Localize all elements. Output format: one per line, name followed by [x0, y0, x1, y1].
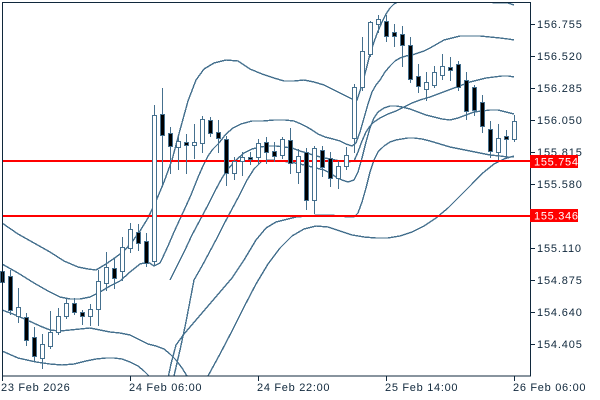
- svg-text:155.346: 155.346: [534, 211, 579, 223]
- svg-text:156.520: 156.520: [537, 51, 583, 63]
- svg-text:24 Feb 06:00: 24 Feb 06:00: [129, 382, 202, 394]
- svg-text:154.875: 154.875: [537, 275, 583, 287]
- svg-text:154.640: 154.640: [537, 307, 583, 319]
- svg-text:156.050: 156.050: [537, 115, 583, 127]
- svg-text:154.405: 154.405: [537, 339, 583, 351]
- svg-text:25 Feb 14:00: 25 Feb 14:00: [385, 382, 458, 394]
- svg-text:155.754: 155.754: [534, 157, 579, 169]
- svg-text:156.755: 156.755: [537, 19, 583, 31]
- svg-text:155.580: 155.580: [537, 179, 583, 191]
- svg-text:23 Feb 2026: 23 Feb 2026: [1, 382, 70, 394]
- svg-text:26 Feb 06:00: 26 Feb 06:00: [513, 382, 586, 394]
- svg-text:156.285: 156.285: [537, 83, 583, 95]
- svg-text:24 Feb 22:00: 24 Feb 22:00: [257, 382, 330, 394]
- svg-text:155.110: 155.110: [537, 243, 582, 255]
